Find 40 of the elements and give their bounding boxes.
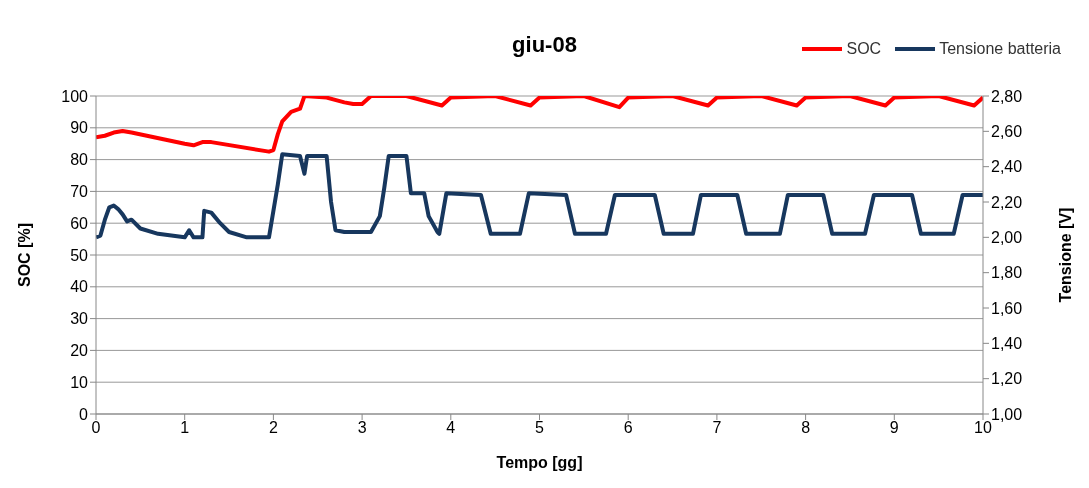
chart-title: giu-08 [512,32,577,57]
x-axis-title: Tempo [gg] [496,454,583,471]
legend-label: SOC [845,40,882,58]
y2-tick-label: 2,60 [991,123,1023,141]
y2-tick-label: 2,20 [991,193,1023,211]
y-tick-label: 50 [70,246,89,264]
x-tick-label: 4 [446,419,456,437]
y2-tick-label: 1,00 [991,405,1023,423]
y-tick-label: 60 [70,214,89,232]
x-tick-label: 10 [974,419,992,437]
y-tick-label: 0 [79,405,89,423]
y-tick-label: 30 [70,310,89,328]
y2-tick-label: 1,60 [991,299,1023,317]
x-tick-label: 7 [712,419,722,437]
y-tick-label: 100 [61,87,89,105]
y2-tick-label: 2,80 [991,87,1023,105]
y2-tick-label: 1,40 [991,335,1023,353]
y2-tick-label: 1,80 [991,264,1023,282]
x-tick-label: 8 [801,419,811,437]
line-series [96,152,983,240]
x-tick-label: 6 [623,419,633,437]
x-tick-label: 1 [180,419,190,437]
y2-tick-label: 2,00 [991,229,1023,247]
x-tick-label: 5 [535,419,545,437]
line-series [96,96,983,154]
y-tick-label: 70 [70,183,89,201]
y-tick-label: 20 [70,342,89,360]
y2-axis-title: Tensione [V] [1056,207,1074,303]
y-axis-title: SOC [%] [15,223,33,287]
y-tick-label: 80 [70,151,89,169]
x-tick-label: 0 [91,419,101,437]
y-tick-label: 90 [70,119,89,137]
x-tick-label: 3 [357,419,367,437]
y-tick-label: 40 [70,278,89,296]
x-tick-label: 2 [268,419,278,437]
legend-label: Tensione batteria [938,40,1061,58]
y2-tick-label: 2,40 [991,158,1023,176]
y2-tick-label: 1,20 [991,370,1023,388]
x-tick-label: 9 [889,419,899,437]
y-tick-label: 10 [70,373,89,391]
